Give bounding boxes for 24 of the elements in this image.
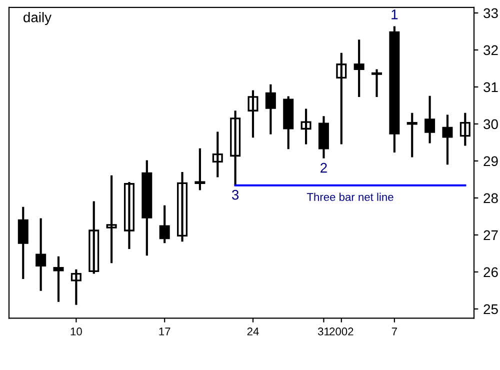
y-tick-label: 33 <box>484 8 498 18</box>
chart-title: daily <box>24 12 52 26</box>
x-tick-label: 7 <box>392 328 397 336</box>
x-tick-label: 24 <box>247 328 259 336</box>
annotation: 1 <box>392 10 398 20</box>
annotation: 2 <box>320 162 327 173</box>
y-tick-label: 25 <box>484 304 498 314</box>
candlestick <box>406 112 418 158</box>
series-label: Three bar net line <box>306 192 394 201</box>
y-tick-label: 32 <box>484 45 498 56</box>
y-tick-label: 30 <box>484 119 498 130</box>
y-tick-label: 27 <box>484 230 498 240</box>
annotation: 3 <box>232 190 239 200</box>
x-tick-label: 2002 <box>330 328 354 336</box>
y-tick-label: 31 <box>484 82 498 92</box>
candlestick <box>106 174 117 264</box>
y-tick-label: 28 <box>484 193 498 204</box>
x-tick-label: 31 <box>318 328 330 336</box>
x-tick-label: 10 <box>70 328 82 336</box>
y-tick-label: 29 <box>484 156 498 166</box>
x-tick-label: 17 <box>159 328 170 336</box>
y-tick-label: 26 <box>484 267 498 278</box>
candlestick <box>53 255 64 303</box>
candlestick <box>194 147 206 192</box>
